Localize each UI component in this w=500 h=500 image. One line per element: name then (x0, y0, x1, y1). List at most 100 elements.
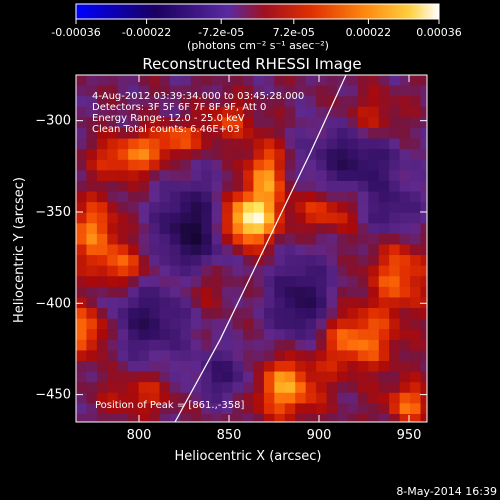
heatmap-cell (368, 276, 380, 288)
heatmap-cell (378, 413, 390, 422)
heatmap-cell (180, 233, 192, 246)
heatmap-cell (389, 339, 401, 352)
heatmap-cell (222, 255, 234, 267)
heatmap-cell (410, 233, 422, 246)
heatmap-cell (211, 308, 223, 320)
heatmap-cell (107, 392, 119, 404)
heatmap-cell (117, 297, 129, 309)
heatmap-cell (420, 244, 427, 256)
heatmap-cell (389, 138, 401, 150)
heatmap-cell (138, 265, 150, 277)
heatmap-cell (117, 255, 129, 267)
x-tick-label: 900 (307, 428, 332, 443)
heatmap-cell (243, 244, 255, 256)
heatmap-cell (76, 127, 88, 140)
heatmap-cell (169, 191, 181, 203)
heatmap-cell (159, 382, 171, 394)
heatmap-cell (117, 276, 129, 288)
heatmap-cell (201, 96, 213, 108)
heatmap-cell (357, 138, 369, 150)
heatmap-cell (253, 382, 265, 394)
heatmap-cell (117, 180, 129, 193)
heatmap-cell (149, 106, 161, 118)
heatmap-cell (169, 403, 181, 415)
heatmap-cell (337, 170, 349, 182)
heatmap-cell (316, 117, 328, 129)
plot-frame (75, 74, 428, 423)
heatmap-cell (295, 159, 307, 171)
heatmap-cell (232, 318, 244, 330)
heatmap-cell (368, 212, 380, 224)
heatmap-cell (169, 297, 181, 309)
heatmap-cell (117, 85, 129, 97)
heatmap-cell (138, 180, 150, 193)
heatmap-cell (169, 382, 181, 394)
heatmap-cell (316, 127, 328, 140)
heatmap-cell (190, 276, 202, 288)
heatmap-cell (284, 255, 296, 267)
heatmap-cell (159, 180, 171, 193)
heatmap-cell (326, 361, 338, 373)
heatmap-cell (243, 85, 255, 97)
heatmap-cell (274, 255, 286, 267)
heatmap-cell (337, 276, 349, 288)
heatmap-cell (274, 276, 286, 288)
heatmap-cell (378, 392, 390, 404)
heatmap-cell (295, 202, 307, 214)
annotation-clean-counts: Clean Total counts: 6.46E+03 (92, 124, 240, 135)
heatmap-cell (149, 180, 161, 193)
heatmap-cell (305, 403, 317, 415)
heatmap-cell (399, 180, 411, 193)
heatmap-cell (76, 138, 88, 150)
heatmap-cell (347, 233, 359, 246)
heatmap-cell (201, 265, 213, 277)
heatmap-cell (138, 350, 150, 362)
heatmap-cell (316, 382, 328, 394)
heatmap-cell (295, 265, 307, 277)
heatmap-cell (149, 371, 161, 383)
heatmap-cell (295, 138, 307, 150)
heatmap-cell (378, 117, 390, 129)
heatmap-cell (149, 85, 161, 97)
heatmap-cell (253, 138, 265, 150)
heatmap-cell (316, 106, 328, 118)
heatmap-cell (222, 75, 234, 87)
heatmap-cell (138, 202, 150, 214)
heatmap-cell (169, 85, 181, 97)
heatmap-cell (96, 255, 108, 267)
heatmap-cell (128, 117, 140, 129)
heatmap-cell (274, 339, 286, 352)
heatmap-cell (378, 233, 390, 246)
heatmap-cell (263, 117, 275, 129)
heatmap-cell (159, 413, 171, 422)
heatmap-cell (337, 180, 349, 193)
heatmap-cell (337, 127, 349, 140)
heatmap-cell (357, 117, 369, 129)
heatmap-cell (378, 170, 390, 182)
heatmap-cell (420, 96, 427, 108)
heatmap-cell (399, 127, 411, 140)
colorbar-tick-label: 7.2e-05 (273, 26, 315, 39)
heatmap-cell (253, 286, 265, 299)
heatmap-cell (389, 106, 401, 118)
heatmap-cell (201, 75, 213, 87)
heatmap-cell (274, 371, 286, 383)
heatmap-cell (232, 106, 244, 118)
heatmap-cell (128, 350, 140, 362)
heatmap-cell (357, 329, 369, 341)
heatmap-cell (305, 117, 317, 129)
heatmap-cell (420, 170, 427, 182)
heatmap-cell (138, 212, 150, 224)
heatmap-cell (232, 350, 244, 362)
heatmap-cell (368, 297, 380, 309)
heatmap-cell (190, 127, 202, 140)
heatmap-cell (107, 382, 119, 394)
heatmap-cell (357, 392, 369, 404)
heatmap-cell (378, 180, 390, 193)
heatmap-cell (316, 191, 328, 203)
heatmap-cell (389, 75, 401, 87)
x-tick-label: 950 (397, 428, 422, 443)
heatmap-cell (190, 244, 202, 256)
heatmap-cell (389, 361, 401, 373)
heatmap-cell (326, 371, 338, 383)
